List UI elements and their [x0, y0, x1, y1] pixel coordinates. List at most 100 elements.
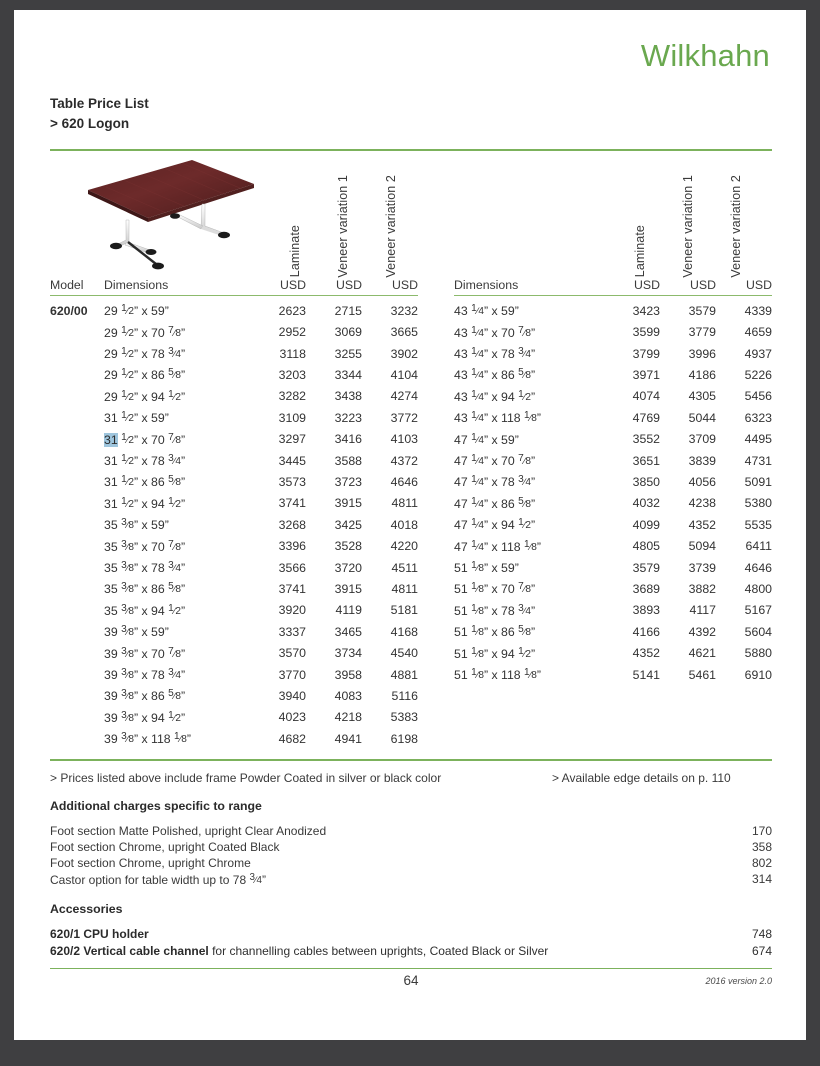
- table-row[interactable]: 29 1⁄2” x 86 5⁄8” 3203 3344 4104: [50, 364, 418, 385]
- th-dimensions: Dimensions: [454, 278, 604, 297]
- cell-model: [50, 321, 104, 342]
- cell-price-veneer-1: 3734: [334, 646, 362, 661]
- table-row[interactable]: 51 1⁄8” x 118 1⁄8” 5141 5461 6910: [454, 664, 772, 685]
- fraction: 1⁄4: [471, 303, 484, 318]
- table-row[interactable]: 35 3⁄8” x 86 5⁄8” 3741 3915 4811: [50, 578, 418, 599]
- table-row[interactable]: 47 1⁄4” x 86 5⁄8” 4032 4238 5380: [454, 493, 772, 514]
- fraction: 1⁄2: [168, 602, 181, 618]
- fraction: 1⁄4: [471, 452, 484, 468]
- additional-charges-heading: Additional charges specific to range: [50, 798, 262, 813]
- fraction: 7⁄8: [168, 431, 181, 446]
- table-row[interactable]: 29 1⁄2” x 94 1⁄2” 3282 3438 4274: [50, 386, 418, 407]
- table-row[interactable]: 47 1⁄4” x 70 7⁄8” 3651 3839 4731: [454, 450, 772, 471]
- table-row[interactable]: 35 3⁄8” x 78 3⁄4” 3566 3720 4511: [50, 557, 418, 578]
- cell-price-veneer-2: 5226: [744, 367, 772, 382]
- table-row[interactable]: 43 1⁄4” x 118 1⁄8” 4769 5044 6323: [454, 407, 772, 428]
- cell-price-veneer-1: 3255: [334, 346, 362, 361]
- fraction: 7⁄8: [518, 324, 531, 339]
- cell-price-veneer-2: 4372: [390, 453, 418, 468]
- fraction: 3⁄8: [121, 731, 134, 746]
- charge-row: Foot section Chrome, upright Chrome 802: [50, 855, 772, 871]
- fraction: 3⁄8: [121, 645, 134, 660]
- cell-dimensions: 29 1⁄2” x 86 5⁄8”: [104, 367, 186, 383]
- charge-price: 358: [751, 839, 772, 854]
- cell-model: [50, 600, 104, 621]
- charge-label: Foot section Chrome, upright Coated Blac…: [50, 839, 280, 854]
- table-row[interactable]: 31 1⁄2” x 78 3⁄4” 3445 3588 4372: [50, 450, 418, 471]
- fraction: 7⁄8: [168, 538, 181, 553]
- fraction: 1⁄4: [471, 495, 484, 510]
- cell-price-veneer-2: 4274: [390, 389, 418, 404]
- table-row[interactable]: 35 3⁄8” x 94 1⁄2” 3920 4119 5181: [50, 600, 418, 621]
- cell-price-veneer-2: 3772: [390, 410, 418, 425]
- price-table-left: Model Dimensions USD USD USD 620/00 29 1⁄…: [50, 278, 418, 749]
- table-row[interactable]: 43 1⁄4” x 86 5⁄8” 3971 4186 5226: [454, 364, 772, 385]
- table-row[interactable]: 31 1⁄2” x 86 5⁄8” 3573 3723 4646: [50, 471, 418, 492]
- note-prices-include: > Prices listed above include frame Powd…: [50, 770, 442, 785]
- table-row[interactable]: 31 1⁄2” x 59” 3109 3223 3772: [50, 407, 418, 428]
- fraction: 1⁄8: [471, 581, 484, 596]
- cell-dimensions: 39 3⁄8” x 94 1⁄2”: [104, 709, 186, 726]
- th-usd-veneer-1: USD: [660, 278, 716, 297]
- cell-price-laminate: 3741: [278, 496, 306, 511]
- table-row[interactable]: 43 1⁄4” x 78 3⁄4” 3799 3996 4937: [454, 343, 772, 364]
- table-row[interactable]: 43 1⁄4” x 70 7⁄8” 3599 3779 4659: [454, 321, 772, 342]
- table-row[interactable]: 47 1⁄4” x 118 1⁄8” 4805 5094 6411: [454, 536, 772, 557]
- table-row[interactable]: 620/00 29 1⁄2” x 59” 2623 2715 3232: [50, 296, 418, 322]
- fraction: 5⁄8: [518, 367, 531, 382]
- table-row[interactable]: 39 3⁄8” x 78 3⁄4” 3770 3958 4881: [50, 664, 418, 685]
- cell-price-veneer-1: 4238: [688, 496, 716, 511]
- cell-price-veneer-1: 4305: [688, 389, 716, 404]
- table-row[interactable]: 39 3⁄8” x 118 1⁄8” 4682 4941 6198: [50, 728, 418, 749]
- table-header-row: Dimensions USD USD USD: [454, 278, 772, 297]
- table-row[interactable]: 43 1⁄4” x 59” 3423 3579 4339: [454, 296, 772, 322]
- table-row[interactable]: 47 1⁄4” x 59” 3552 3709 4495: [454, 428, 772, 449]
- table-row[interactable]: 51 1⁄8” x 78 3⁄4” 3893 4117 5167: [454, 600, 772, 621]
- table-row[interactable]: 31 1⁄2” x 70 7⁄8” 3297 3416 4103: [50, 428, 418, 449]
- table-row[interactable]: 29 1⁄2” x 70 7⁄8” 2952 3069 3665: [50, 321, 418, 342]
- fraction: 1⁄4: [471, 367, 484, 382]
- table-row[interactable]: 31 1⁄2” x 94 1⁄2” 3741 3915 4811: [50, 493, 418, 514]
- cell-price-veneer-1: 3739: [688, 560, 716, 575]
- cell-price-laminate: 3109: [278, 410, 306, 425]
- fraction: 1⁄2: [121, 367, 134, 382]
- table-row[interactable]: 47 1⁄4” x 78 3⁄4” 3850 4056 5091: [454, 471, 772, 492]
- cell-price-laminate: 2952: [278, 325, 306, 340]
- cell-price-veneer-1: 3438: [334, 389, 362, 404]
- table-row[interactable]: 47 1⁄4” x 94 1⁄2” 4099 4352 5535: [454, 514, 772, 535]
- cell-model: [50, 685, 104, 706]
- fraction: 1⁄8: [524, 538, 537, 553]
- cell-dimensions: 47 1⁄4” x 86 5⁄8”: [454, 495, 536, 511]
- cell-price-laminate: 3940: [278, 689, 306, 704]
- cell-price-veneer-1: 3839: [688, 453, 716, 468]
- cell-price-veneer-2: 5604: [744, 624, 772, 639]
- th-usd-veneer-2: USD: [716, 278, 772, 297]
- table-row[interactable]: 39 3⁄8” x 70 7⁄8” 3570 3734 4540: [50, 643, 418, 664]
- table-row[interactable]: 39 3⁄8” x 94 1⁄2” 4023 4218 5383: [50, 707, 418, 728]
- cell-price-laminate: 3337: [278, 624, 306, 639]
- table-row[interactable]: 43 1⁄4” x 94 1⁄2” 4074 4305 5456: [454, 386, 772, 407]
- cell-price-laminate: 3573: [278, 474, 306, 489]
- table-row[interactable]: 51 1⁄8” x 70 7⁄8” 3689 3882 4800: [454, 578, 772, 599]
- cell-price-laminate: 4074: [632, 389, 660, 404]
- fraction: 1⁄4: [471, 538, 484, 553]
- cell-dimensions: 29 1⁄2” x 94 1⁄2”: [104, 388, 186, 404]
- cell-price-laminate: 3203: [278, 367, 306, 382]
- cell-dimensions: 43 1⁄4” x 59”: [454, 303, 519, 319]
- table-row[interactable]: 35 3⁄8” x 59” 3268 3425 4018: [50, 514, 418, 535]
- table-row[interactable]: 39 3⁄8” x 59” 3337 3465 4168: [50, 621, 418, 642]
- table-row[interactable]: 51 1⁄8” x 59” 3579 3739 4646: [454, 557, 772, 578]
- column-header-veneer-1-left: Veneer variation 1: [336, 174, 350, 278]
- column-header-laminate-left: Laminate: [288, 224, 302, 278]
- cell-dimensions: 39 3⁄8” x 59”: [104, 624, 169, 640]
- table-row[interactable]: 39 3⁄8” x 86 5⁄8” 3940 4083 5116: [50, 685, 418, 706]
- table-row[interactable]: 29 1⁄2” x 78 3⁄4” 3118 3255 3902: [50, 343, 418, 364]
- table-row[interactable]: 35 3⁄8” x 70 7⁄8” 3396 3528 4220: [50, 536, 418, 557]
- cell-model: [50, 643, 104, 664]
- cell-price-veneer-2: 4104: [390, 367, 418, 382]
- fraction: 1⁄8: [471, 560, 484, 575]
- table-row[interactable]: 51 1⁄8” x 94 1⁄2” 4352 4621 5880: [454, 643, 772, 664]
- cell-price-veneer-1: 3882: [688, 582, 716, 597]
- table-row[interactable]: 51 1⁄8” x 86 5⁄8” 4166 4392 5604: [454, 621, 772, 642]
- cell-price-veneer-2: 5535: [744, 517, 772, 532]
